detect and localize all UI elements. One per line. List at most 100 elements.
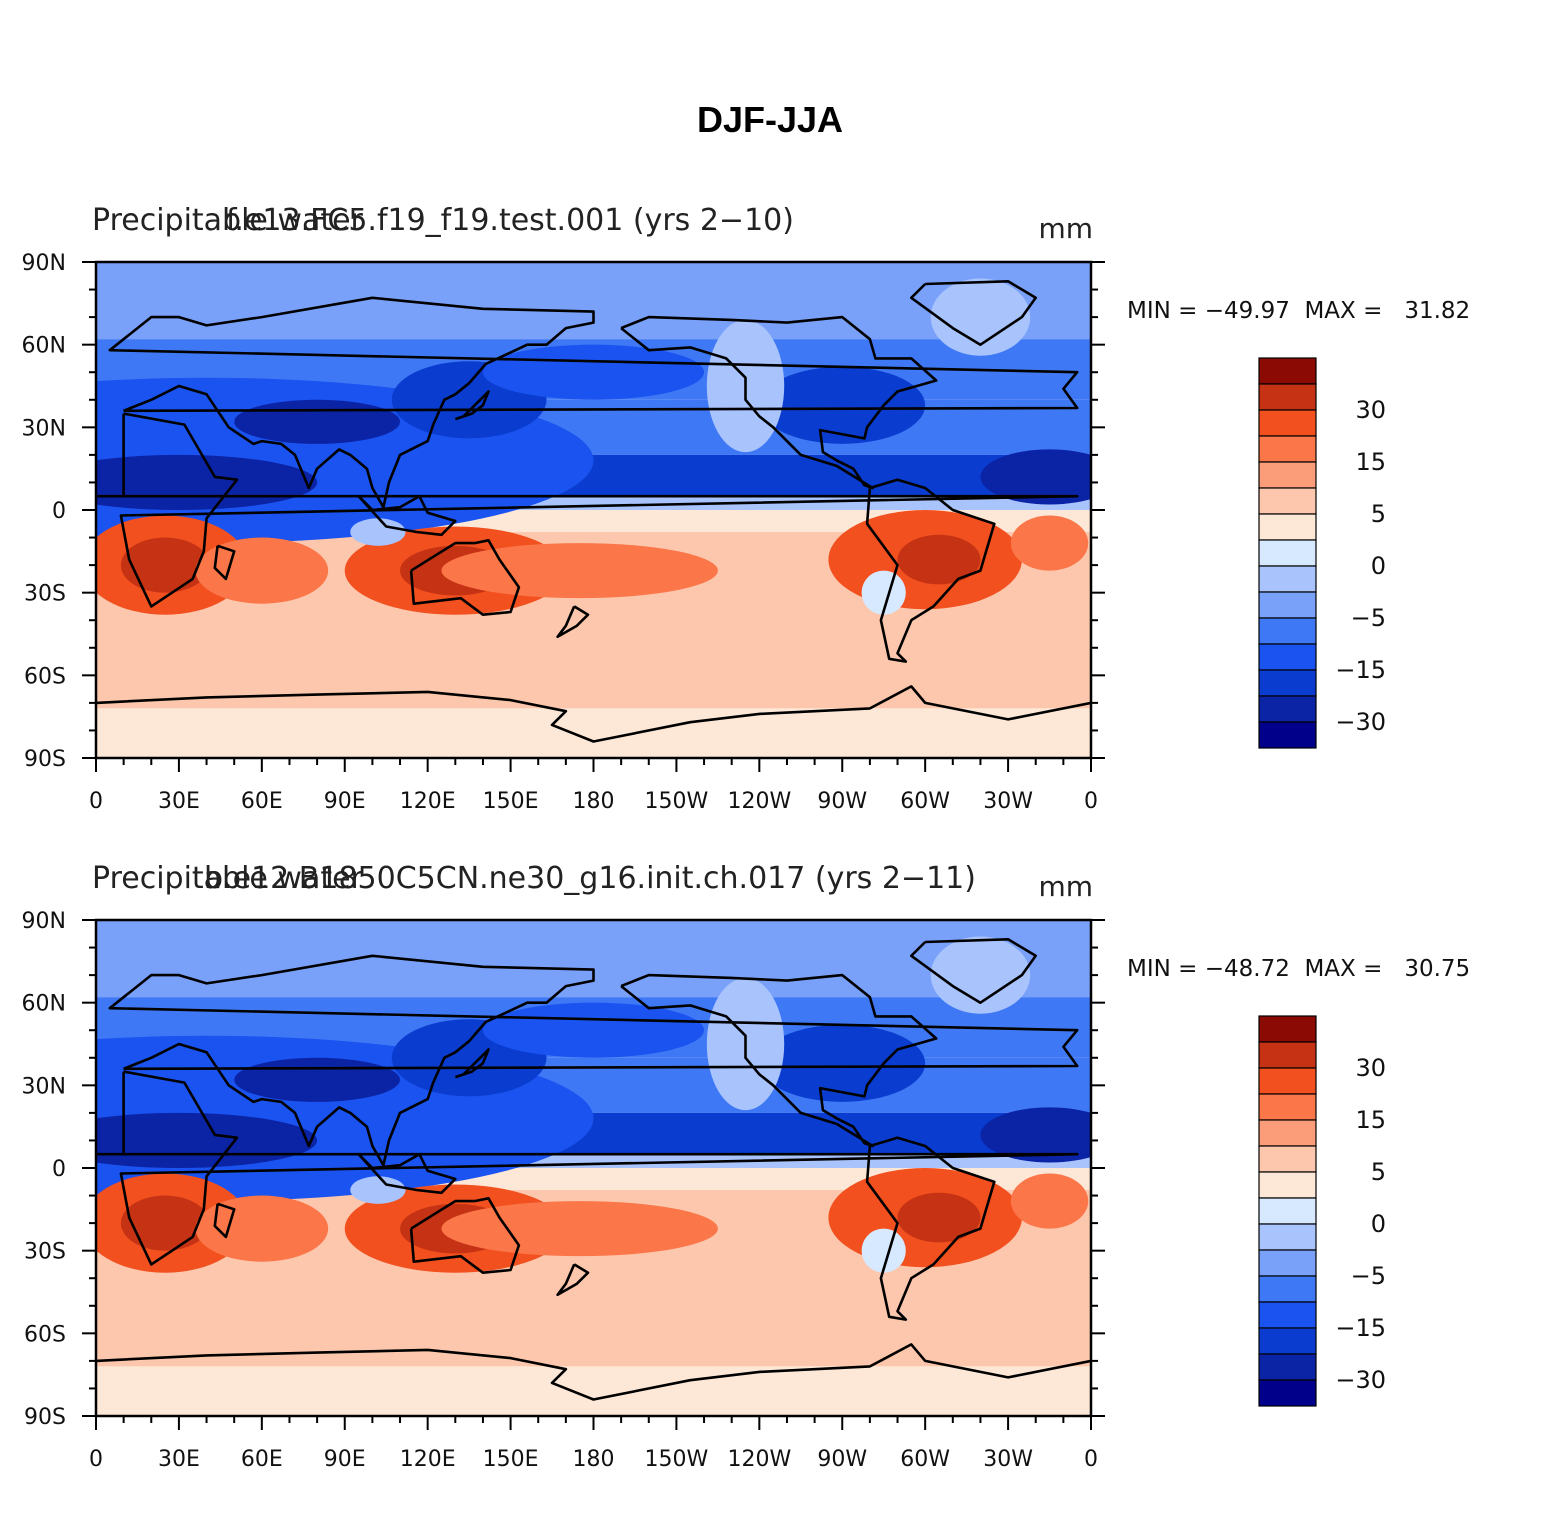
field-contour [350,518,406,546]
colorbar-swatch [1258,357,1317,385]
coastline [108,296,1079,509]
lat-tick-label: 60N [22,334,66,359]
field-contour [930,936,1031,1014]
field-contour [120,537,210,593]
colorbar-swatch [1258,1119,1317,1147]
field-contour [980,449,1091,505]
coastline [556,1263,590,1297]
lat-tick-label: 30N [22,416,66,441]
coastline [409,539,521,616]
lon-tick-label: 90E [324,789,366,814]
colorbar-swatch [1258,513,1317,541]
colorbar-label: 30 [1355,396,1386,424]
colorbar-label: 5 [1371,1158,1386,1186]
field-contour [120,1195,210,1251]
colorbar-label: −5 [1351,1262,1386,1290]
colorbar-swatch [1258,565,1317,593]
lat-tick-label: 0 [52,1157,66,1182]
colorbar-label: 15 [1355,448,1386,476]
coastline [357,1152,457,1195]
map-panel-top: Precipitable water f.e13.FC5.f19_f19.tes… [22,203,1471,814]
colorbar-swatch [1258,721,1317,749]
lon-tick-label: 60E [241,1447,283,1472]
field-contour [96,454,318,510]
colorbar-swatch [1258,1327,1317,1355]
coastline [409,1197,521,1274]
field-contour [980,1107,1091,1163]
lat-tick-label: 90N [22,251,66,276]
lat-tick-labels: 90N 60N 30N 0 30S 60S 90S [22,251,66,772]
colorbar-swatch [1258,669,1317,697]
map-panel-bottom: Precipitable water b.e12.B1850C5CN.ne30_… [22,861,1471,1472]
panel-left-label: Precipitable water [92,203,364,238]
lat-tick-label: 0 [52,499,66,524]
field-contour [350,1176,406,1204]
coastline [620,315,938,490]
colorbar-label: 0 [1371,1210,1386,1238]
lon-tick-label: 150W [645,1447,709,1472]
panel-units: mm [1038,870,1093,903]
coastline [454,390,490,421]
lon-tick-label: 120W [727,1447,791,1472]
field-band [96,1366,1091,1416]
lon-tick-label: 30E [158,1447,200,1472]
field-contour [195,537,329,604]
colorbar-swatch [1258,1093,1317,1121]
coastline [108,954,1079,1167]
lon-tick-label: 150E [483,1447,539,1472]
coastline [96,1070,1079,1266]
field-contour [234,399,401,444]
colorbar-swatch [1258,1197,1317,1225]
lon-tick-labels: 0 30E 60E 90E 120E 150E 180 150W 120W 90W 60W 30W 0 [89,1447,1098,1472]
field-contour [482,1002,705,1058]
coastlines [96,938,1091,1401]
lat-tick-label: 60S [24,664,66,689]
field-contour [897,534,981,585]
field-contour [482,344,705,400]
colorbar-swatch [1258,1223,1317,1251]
lon-tick-label: 90W [817,1447,867,1472]
colorbar-swatch [1258,487,1317,515]
field-band [96,920,1091,998]
colorbar-swatch [1258,383,1317,411]
lon-tick-label: 60E [241,789,283,814]
lon-tick-label: 60W [900,789,950,814]
colorbar-label: 0 [1371,552,1386,580]
field-contour [861,570,906,615]
colorbar-swatch [1258,539,1317,567]
lon-tick-label: 120E [400,1447,456,1472]
lon-tick-label: 30E [158,789,200,814]
field-contour [195,1195,329,1262]
colorbar-swatch [1258,409,1317,437]
field-contour [96,1112,318,1168]
coastline [865,478,996,663]
field-contour [1010,515,1089,571]
lat-tick-label: 30N [22,1074,66,1099]
lat-tick-label: 90N [22,909,66,934]
colorbar-swatch [1258,1015,1317,1043]
field-contour [234,1057,401,1102]
colorbar-swatch [1258,617,1317,645]
lon-tick-label: 0 [89,1447,103,1472]
colorbar-label: 30 [1355,1054,1386,1082]
coastline [910,938,1037,1004]
lon-tick-label: 90E [324,1447,366,1472]
panel-stats: MIN = −48.72 MAX = 30.75 [1127,956,1470,982]
coastline [213,1202,236,1239]
field-band [96,708,1091,758]
lon-tick-label: 180 [573,789,615,814]
colorbar-swatch [1258,591,1317,619]
lat-tick-label: 90S [24,747,66,772]
colorbar-swatch [1258,1067,1317,1095]
lon-tick-label: 150W [645,789,709,814]
lon-tick-label: 150E [483,789,539,814]
coastline [213,544,236,581]
colorbar-label: 5 [1371,500,1386,528]
field-contour [1010,1173,1089,1229]
lon-tick-label: 120W [727,789,791,814]
coastline [620,973,938,1148]
map-ticks [82,919,1105,1430]
figure-title: DJF-JJA [697,99,843,140]
colorbar-swatch [1258,435,1317,463]
colorbar-swatch [1258,1275,1317,1303]
